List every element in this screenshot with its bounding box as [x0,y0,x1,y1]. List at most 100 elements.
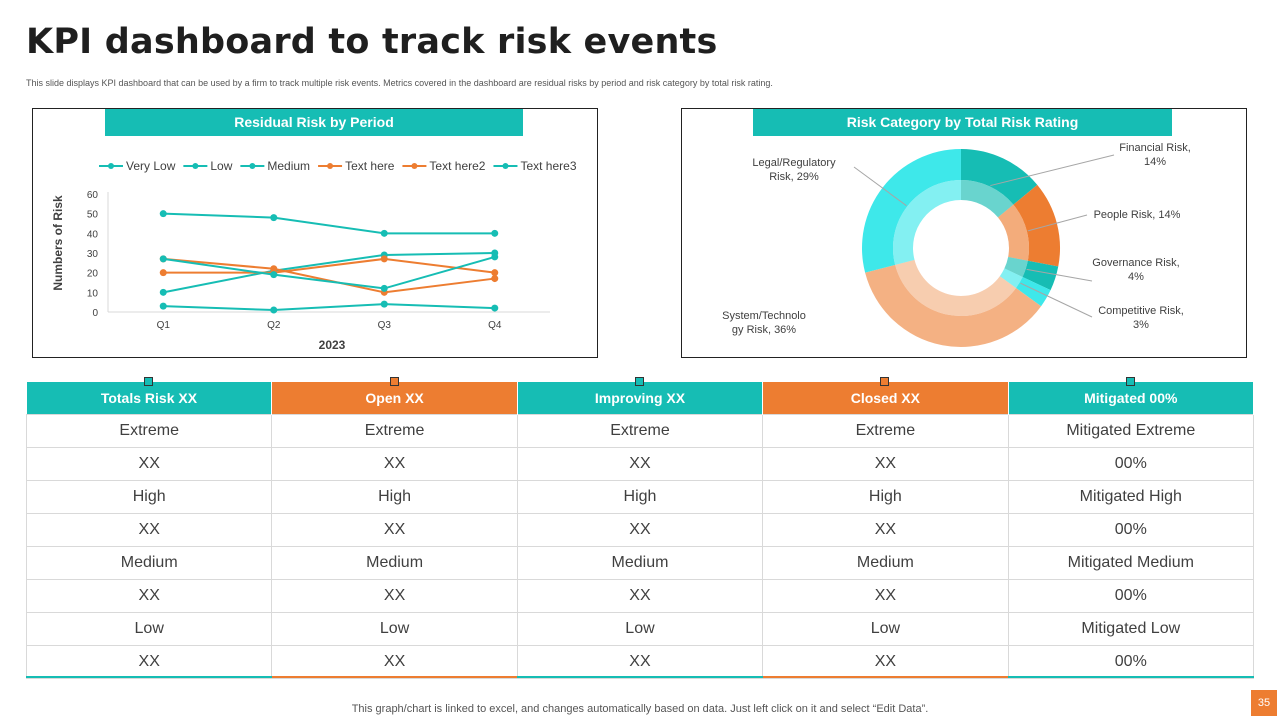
risk-category-donut-chart[interactable]: Financial Risk, 14% People Risk, 14% Govern… [682,109,1246,357]
table-row: XX XX XX XX 00% [25,447,1255,481]
series-line[interactable] [163,255,496,290]
series-line[interactable] [163,303,495,312]
series-5[interactable] [159,253,499,292]
data-point[interactable] [270,271,278,279]
donut-slice-3[interactable] [999,268,1051,307]
table-cell: XX [762,447,1009,481]
slice-inner-tint [893,180,961,265]
risk-category-panel[interactable]: Risk Category by Total Risk Rating Finan… [681,108,1247,358]
donut-slice-1[interactable] [997,184,1060,267]
data-point[interactable] [270,214,278,222]
data-point[interactable] [491,253,499,261]
leader-line [1026,268,1093,282]
resize-handle-icon[interactable] [389,377,399,386]
leader-line [990,154,1115,187]
data-point[interactable] [270,306,278,314]
donut-slice-4[interactable] [865,259,1042,347]
legend-marker [192,163,199,169]
table-row: XX XX XX XX 00% [25,645,1255,679]
series-3[interactable] [159,255,499,296]
legend-label: Medium [267,159,310,173]
table-cell: Low [762,612,1009,646]
donut-slice-5[interactable] [862,149,961,273]
table-cell: XX [271,513,518,547]
data-point[interactable] [491,275,499,283]
table-cell: Extreme [271,414,518,448]
slice-outer[interactable] [961,149,1038,205]
residual-risk-line-chart[interactable]: Very Low Low Medium Text here Text here2 Text… [33,109,597,357]
table-cell: XX [516,447,764,481]
page-title: KPI dashboard to track risk events [26,22,718,62]
residual-risk-title: Residual Risk by Period [105,109,523,136]
slice-outer[interactable] [862,149,961,273]
slice-outer[interactable] [865,264,1042,347]
series-line[interactable] [163,257,495,294]
legend-item-3: Text here [318,159,395,173]
table-cell: 00% [1007,645,1255,679]
series-0[interactable] [159,210,499,237]
slice-label: People Risk, 14% [1094,209,1181,221]
slice-outer[interactable] [1016,276,1051,307]
series-2[interactable] [159,300,499,314]
donut-slice-0[interactable] [961,149,1038,218]
table-row: High High High High Mitigated High [25,480,1255,514]
table-cell: Medium [762,546,1009,580]
table-cell: Mitigated Medium [1007,546,1255,580]
slice-inner[interactable] [893,180,961,265]
table-cell: XX [271,645,518,679]
slice-label: Legal/Regulatory Risk, 29% [752,157,836,183]
slice-label: Competitive Risk, 3% [1098,305,1184,331]
slice-inner[interactable] [895,259,1017,316]
slice-inner[interactable] [961,180,1014,218]
data-point[interactable] [159,255,167,263]
data-point[interactable] [380,300,388,308]
resize-handle-icon[interactable] [143,377,153,386]
data-point[interactable] [159,302,167,310]
leader-line [853,166,907,207]
resize-handle-icon[interactable] [634,377,644,386]
slice-label: Governance Risk, 4% [1092,257,1179,283]
table-cell: XX [516,579,764,613]
table-cell: High [271,480,518,514]
data-point[interactable] [491,304,499,312]
table-cell: XX [516,645,764,679]
table-cell: XX [271,579,518,613]
series-line[interactable] [163,257,495,274]
slice-inner-tint [997,204,1029,261]
slice-outer[interactable] [1022,260,1059,291]
data-point[interactable] [380,229,388,237]
data-point[interactable] [159,288,167,296]
slice-inner[interactable] [1004,256,1028,277]
y-tick-label: 20 [87,269,99,280]
data-point[interactable] [491,229,499,237]
table-cell: Extreme [762,414,1009,448]
slice-label: System/Technolo gy Risk, 36% [722,310,806,336]
y-tick-label: 40 [87,229,99,240]
page-number: 35 [1251,690,1277,716]
legend-marker [502,163,509,169]
table-cell: Low [25,612,273,646]
data-point[interactable] [380,284,388,292]
data-point[interactable] [159,269,167,277]
slice-inner[interactable] [997,204,1029,261]
slice-outer[interactable] [1013,184,1060,267]
table-cell: 00% [1007,447,1255,481]
donut-slice-2[interactable] [1004,256,1059,291]
resize-handle-icon[interactable] [1125,377,1135,386]
data-point[interactable] [491,269,499,277]
series-line[interactable] [163,252,495,294]
series-line[interactable] [163,212,495,235]
y-tick-label: 50 [87,210,99,221]
residual-risk-panel[interactable]: Residual Risk by Period Very Low Low Mediu… [32,108,598,358]
slice-inner[interactable] [999,268,1023,288]
resize-handle-icon[interactable] [880,377,890,386]
legend-label: Text here [345,159,395,173]
legend-marker [411,163,418,169]
data-point[interactable] [159,210,167,218]
column-header-label: Mitigated 00% [1084,390,1178,406]
data-point[interactable] [380,255,388,263]
table-bottom-border [26,676,1254,678]
table-cell: Mitigated High [1007,480,1255,514]
footer-note: This graph/chart is linked to excel, and… [351,703,929,715]
column-header-label: Closed XX [850,390,920,406]
